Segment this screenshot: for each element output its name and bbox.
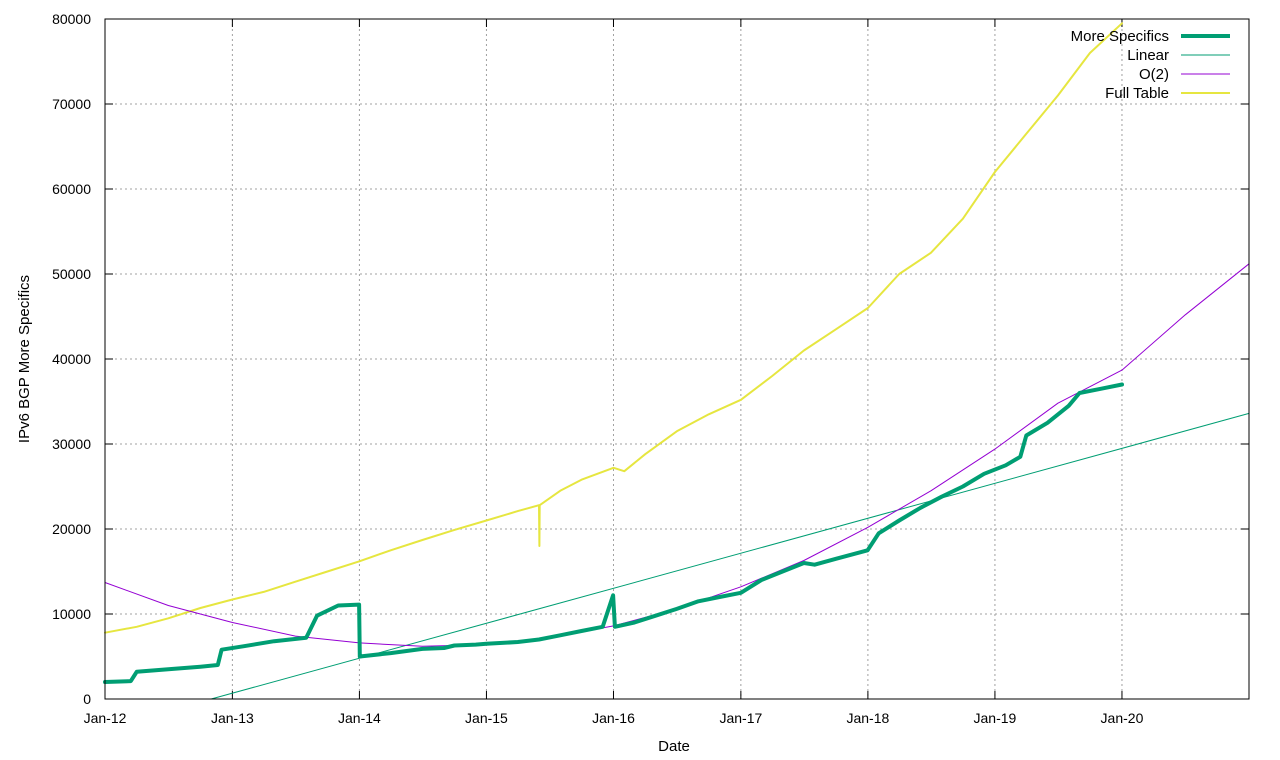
- y-tick-label: 50000: [52, 266, 91, 282]
- legend: More Specifics Linear O(2) Full Table: [1071, 28, 1230, 102]
- series-line-o-2: [104, 263, 1250, 647]
- y-tick-label: 70000: [52, 96, 91, 112]
- plot-frame: [104, 18, 1250, 700]
- x-axis-title: Date: [658, 738, 690, 755]
- y-tick-label: 0: [83, 691, 91, 707]
- y-ticks: 0 10000 20000 30000 40000 50000 60000 70000 8000…: [52, 11, 1249, 707]
- x-tick-label: Jan-19: [974, 710, 1017, 726]
- legend-label: Linear: [1127, 47, 1169, 64]
- series-line-full-table: [104, 22, 1123, 634]
- x-ticks: Jan-12 Jan-13 Jan-14 Jan-15 Jan-16 Jan-17 Jan-…: [84, 19, 1144, 726]
- x-tick-label: Jan-13: [211, 710, 254, 726]
- x-tick-label: Jan-17: [719, 710, 762, 726]
- grid: [105, 19, 1249, 699]
- y-tick-label: 80000: [52, 11, 91, 27]
- x-tick-label: Jan-18: [846, 710, 889, 726]
- y-tick-label: 10000: [52, 606, 91, 622]
- legend-label: More Specifics: [1071, 28, 1169, 45]
- x-tick-label: Jan-16: [592, 710, 635, 726]
- x-tick-label: Jan-15: [465, 710, 508, 726]
- x-tick-label: Jan-14: [338, 710, 381, 726]
- series-area: [103, 22, 1250, 700]
- y-tick-label: 20000: [52, 521, 91, 537]
- series-line-linear: [210, 412, 1250, 700]
- y-tick-label: 40000: [52, 351, 91, 367]
- legend-label: O(2): [1139, 66, 1169, 83]
- legend-label: Full Table: [1105, 85, 1169, 102]
- y-axis-title: IPv6 BGP More Specifics: [16, 275, 33, 443]
- y-tick-label: 60000: [52, 181, 91, 197]
- series-line-more-specifics: [103, 382, 1124, 684]
- x-tick-label: Jan-12: [84, 710, 127, 726]
- y-tick-label: 30000: [52, 436, 91, 452]
- x-tick-label: Jan-20: [1101, 710, 1144, 726]
